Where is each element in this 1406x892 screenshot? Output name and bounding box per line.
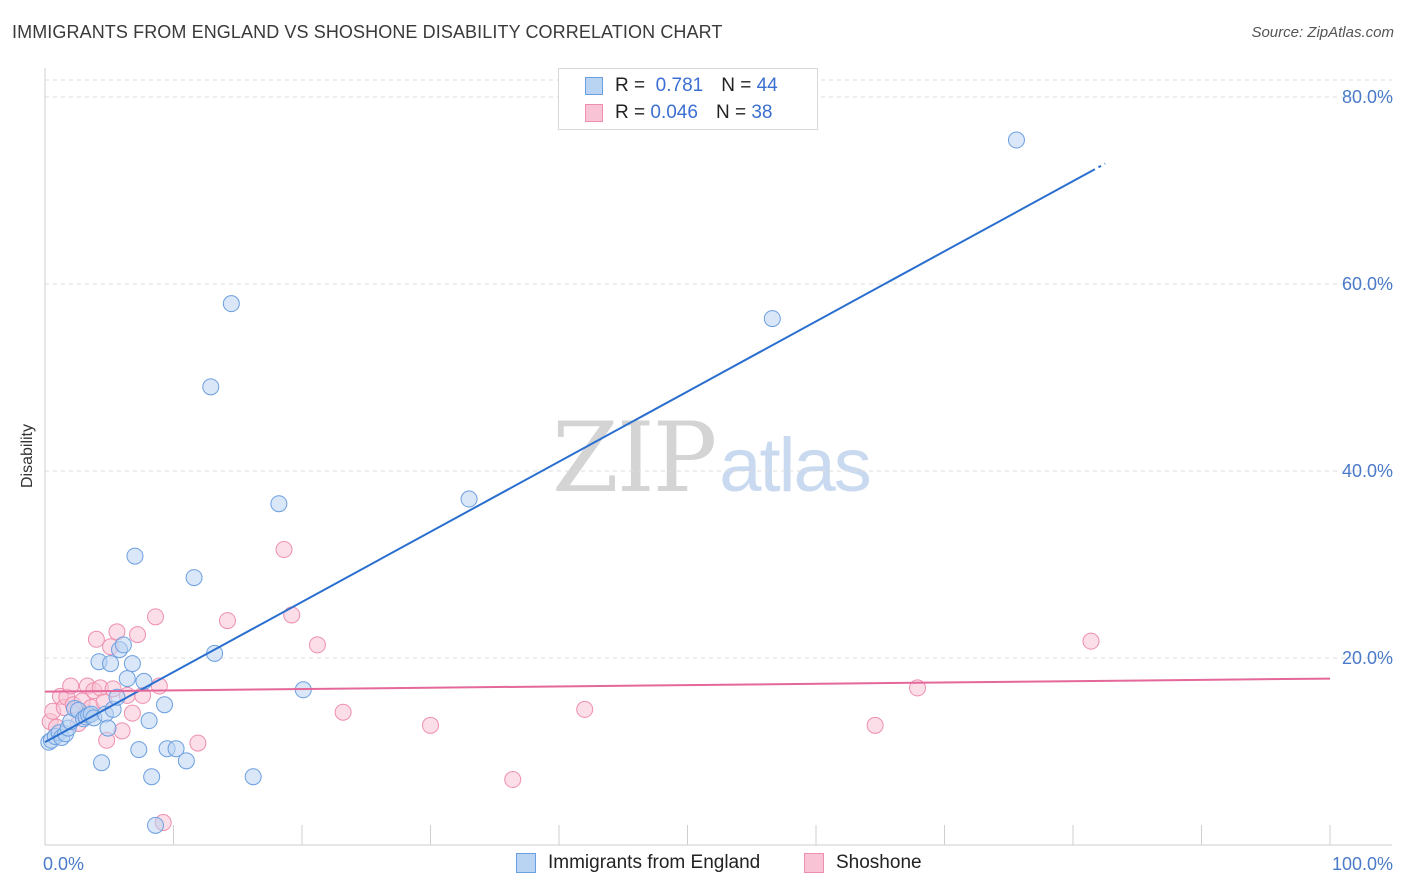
point-shoshone — [275, 541, 293, 559]
source-credit: Source: ZipAtlas.com — [1251, 24, 1394, 41]
series-legend: Immigrants from England Shoshone — [0, 852, 1406, 878]
point-england — [202, 378, 220, 396]
point-england — [1007, 131, 1025, 149]
r-label: R = — [615, 75, 646, 96]
point-shoshone — [147, 608, 165, 626]
stats-legend: R = 0.781 N = 44 R = 0.046 N = 38 — [558, 68, 818, 130]
n-label: N = — [715, 102, 747, 123]
point-england — [460, 490, 478, 508]
chart-title: IMMIGRANTS FROM ENGLAND VS SHOSHONE DISA… — [12, 22, 723, 42]
point-shoshone — [576, 700, 594, 718]
trendline-england-extension — [1091, 162, 1106, 172]
r-value: 0.781 — [655, 75, 704, 96]
legend-swatch-england — [516, 853, 536, 873]
r-label: R = — [615, 102, 646, 123]
trendline-shoshone — [44, 677, 1331, 693]
point-england — [177, 752, 195, 770]
point-england — [244, 768, 262, 786]
point-england — [185, 569, 203, 587]
trendline-england — [44, 169, 1093, 744]
n-value: 44 — [756, 75, 778, 96]
point-england — [118, 670, 136, 688]
point-england — [156, 696, 174, 714]
point-shoshone — [62, 677, 80, 695]
point-england — [270, 495, 288, 513]
y-tick-label: 80.0% — [1342, 87, 1393, 107]
point-england — [763, 310, 781, 328]
point-shoshone — [113, 722, 131, 740]
point-shoshone — [308, 636, 326, 654]
legend-row-shoshone: R = 0.046 N = 38 — [585, 100, 772, 126]
point-shoshone — [866, 716, 884, 734]
point-england — [130, 741, 148, 759]
point-england — [126, 547, 144, 565]
legend-row-england: R = 0.781 N = 44 — [585, 73, 778, 99]
point-england — [123, 655, 141, 673]
y-tick-label: 60.0% — [1342, 274, 1393, 294]
y-tick-label: 20.0% — [1342, 648, 1393, 668]
point-shoshone — [283, 606, 301, 624]
legend-swatch-shoshone — [804, 853, 824, 873]
point-england — [93, 754, 111, 772]
point-shoshone — [422, 716, 439, 734]
point-england — [140, 712, 158, 730]
point-shoshone — [1082, 632, 1100, 650]
point-shoshone — [504, 771, 522, 789]
legend-item-shoshone: Shoshone — [804, 852, 922, 874]
point-england — [222, 295, 240, 313]
point-england — [143, 768, 161, 786]
point-shoshone — [87, 630, 105, 648]
point-shoshone — [129, 626, 147, 644]
n-value: 38 — [751, 102, 773, 123]
legend-label-shoshone: Shoshone — [836, 852, 922, 873]
y-tick-label: 40.0% — [1342, 461, 1393, 481]
point-shoshone — [909, 679, 927, 697]
legend-swatch-england — [585, 77, 603, 95]
r-value: 0.046 — [650, 102, 698, 123]
point-shoshone — [123, 704, 141, 722]
x-tick-label: 100.0% — [1332, 854, 1393, 874]
point-england — [114, 636, 132, 654]
x-tick-label: 0.0% — [43, 854, 84, 874]
legend-swatch-shoshone — [585, 104, 603, 122]
point-england — [99, 719, 117, 737]
legend-item-england: Immigrants from England — [516, 852, 760, 874]
point-england — [147, 816, 165, 834]
n-label: N = — [721, 75, 752, 96]
watermark-atlas: atlas — [719, 423, 872, 508]
legend-label-england: Immigrants from England — [548, 852, 761, 873]
point-shoshone — [334, 703, 352, 721]
point-england — [102, 655, 120, 673]
point-shoshone — [218, 612, 236, 630]
point-england — [167, 740, 185, 758]
point-shoshone — [189, 734, 207, 752]
point-england — [135, 672, 153, 690]
